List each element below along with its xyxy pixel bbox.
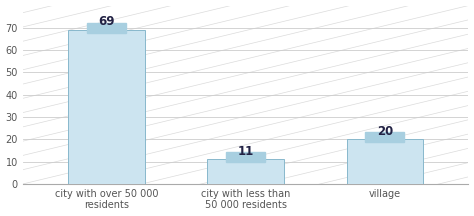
Text: 11: 11 [237, 145, 254, 158]
Bar [226, 152, 265, 162]
Text: 69: 69 [98, 15, 115, 28]
Bar [68, 30, 145, 184]
Bar [207, 159, 284, 184]
Text: 20: 20 [377, 125, 393, 138]
Bar [87, 23, 126, 33]
Bar [365, 132, 404, 142]
Bar [346, 139, 423, 184]
